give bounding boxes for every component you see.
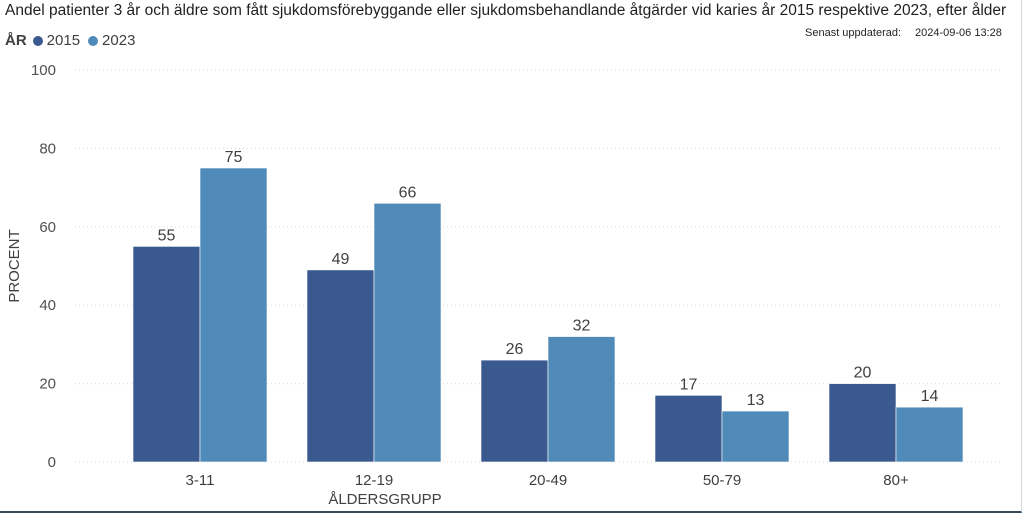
legend-label-2023: 2023 [102, 32, 136, 49]
y-tick-label-80: 80 [39, 140, 56, 157]
bar-3-11-2015 [132, 246, 201, 463]
legend-marker-2023 [88, 35, 99, 46]
x-tick-label-12-19: 12-19 [355, 472, 393, 489]
bar-20-49-2023 [547, 336, 616, 463]
data-label-80+-2023: 14 [921, 388, 939, 405]
y-tick-label-40: 40 [39, 297, 56, 314]
legend-label-2015: 2015 [46, 32, 81, 49]
data-label-3-11-2023: 75 [225, 149, 243, 166]
y-tick-label-0: 0 [48, 454, 56, 471]
last-updated-label: Senast uppdaterad: [805, 27, 902, 39]
legend-title: ÅR [5, 32, 27, 49]
bar-80+-2023 [895, 406, 964, 463]
x-tick-label-50-79: 50-79 [703, 472, 741, 489]
bar-50-79-2023 [721, 410, 790, 463]
data-label-12-19-2023: 66 [399, 184, 417, 201]
x-axis-title: ÅLDERSGRUPP [328, 491, 441, 508]
data-label-20-49-2015: 26 [506, 341, 524, 358]
legend-item-2015[interactable]: 2015 [32, 32, 81, 49]
y-tick-label-60: 60 [39, 219, 56, 236]
chart-title: Andel patienter 3 år och äldre som fått … [5, 2, 1007, 19]
legend-marker-2015 [32, 35, 43, 46]
bar-20-49-2015 [480, 359, 549, 463]
data-label-50-79-2023: 13 [747, 392, 765, 409]
data-label-20-49-2023: 32 [573, 318, 591, 335]
y-tick-label-100: 100 [31, 62, 56, 79]
legend: ÅR 2015 2023 [5, 32, 143, 49]
bar-3-11-2023 [199, 167, 268, 463]
bar-12-19-2023 [373, 202, 442, 463]
x-tick-label-80+: 80+ [883, 472, 909, 489]
data-label-12-19-2015: 49 [332, 251, 350, 268]
legend-item-2023[interactable]: 2023 [88, 32, 135, 49]
data-label-80+-2015: 20 [854, 365, 872, 382]
data-label-50-79-2015: 17 [680, 376, 698, 393]
bar-12-19-2015 [306, 269, 375, 463]
data-label-3-11-2015: 55 [158, 227, 176, 244]
y-tick-label-20: 20 [39, 376, 56, 393]
x-tick-label-3-11: 3-11 [186, 472, 215, 489]
bar-80+-2015 [828, 383, 897, 463]
y-axis-title: PROCENT [6, 229, 23, 302]
last-updated: Senast uppdaterad: 2024-09-06 13:28 [805, 27, 1002, 39]
x-tick-label-20-49: 20-49 [529, 472, 567, 489]
bar-50-79-2015 [654, 395, 723, 463]
last-updated-value: 2024-09-06 13:28 [915, 27, 1002, 39]
